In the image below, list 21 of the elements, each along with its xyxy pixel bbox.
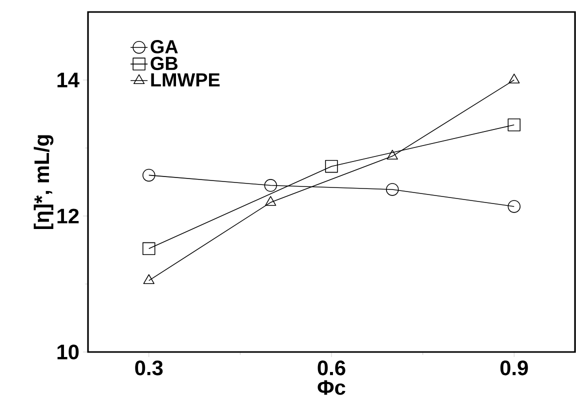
- x-tick-label: 0.9: [500, 360, 528, 376]
- y-tick-label: 10: [58, 344, 79, 360]
- point: [508, 200, 520, 213]
- x-tick-label: 0.6: [318, 360, 346, 376]
- point: [386, 183, 399, 196]
- point: [508, 118, 520, 132]
- point: [142, 242, 156, 256]
- point: [142, 168, 156, 182]
- point: [265, 196, 276, 206]
- y-tick-label: 12: [58, 208, 79, 224]
- legend-label: GA: [150, 40, 178, 54]
- legend-label: GB: [150, 56, 178, 70]
- point: [264, 179, 277, 192]
- point: [508, 74, 520, 84]
- y-tick-label: 14: [58, 72, 80, 88]
- x-axis-title: Φc: [318, 380, 346, 395]
- point: [386, 150, 398, 160]
- y-axis-title: [η]*, mL/g: [34, 135, 54, 230]
- legend-label: LMWPE: [151, 73, 220, 86]
- x-tick-label: 0.3: [135, 360, 163, 376]
- point: [325, 160, 338, 173]
